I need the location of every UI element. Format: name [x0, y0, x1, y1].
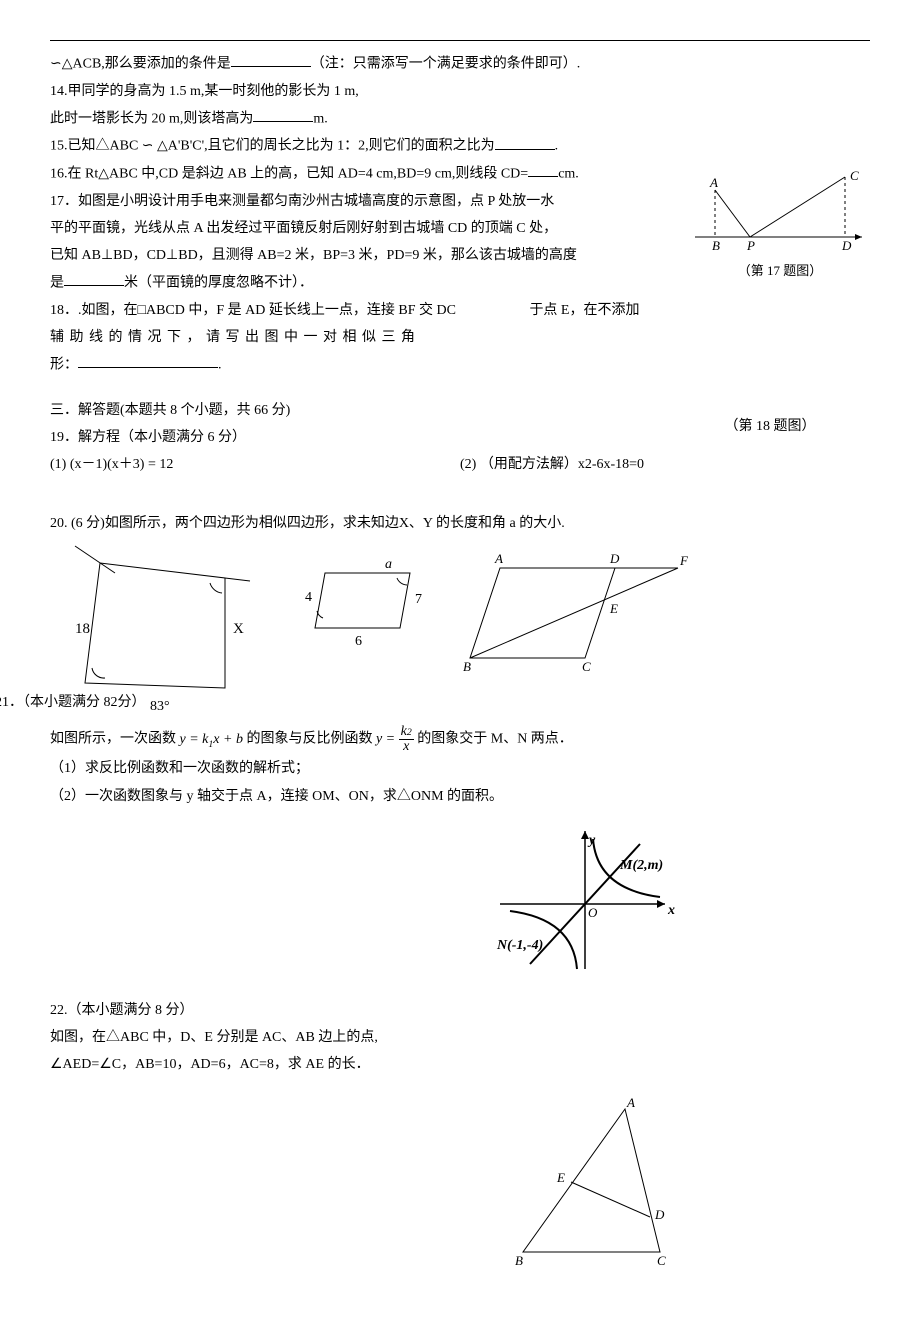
q20-text: 20. (6 分)如图所示，两个四边形为相似四边形，求未知边X、Y 的长度和角 … [50, 511, 870, 536]
svg-text:B: B [515, 1253, 523, 1268]
svg-text:M(2,m): M(2,m) [619, 858, 663, 873]
q15-blank [495, 133, 555, 149]
fig20c-svg: A D F B C E [460, 553, 690, 693]
q18-l3b: . [218, 357, 222, 372]
spacer-2 [50, 479, 870, 509]
q16-blank [528, 161, 558, 177]
q14-blank [253, 106, 313, 122]
q21-l1a: 如图所示，一次函数 [50, 732, 180, 747]
q21-sub2: （2）一次函数图象与 y 轴交于点 A，连接 OM、ON，求△ONM 的面积。 [50, 784, 870, 809]
svg-text:A: A [709, 175, 718, 190]
svg-text:O: O [588, 905, 598, 920]
q13-note: （注：只需添写一个满足要求的条件即可）. [311, 56, 581, 71]
svg-text:N(-1,-4): N(-1,-4) [496, 938, 543, 953]
fig22: A B C E D [330, 1097, 870, 1276]
svg-text:D: D [841, 238, 852, 253]
q17-l4b: 米（平面镜的厚度忽略不计）． [124, 275, 313, 290]
q14-line1: 14.甲同学的身高为 1.5 m,某一时刻他的影长为 1 m, [50, 79, 870, 104]
svg-text:F: F [679, 553, 689, 568]
q22-head: 22.（本小题满分 8 分） [50, 998, 870, 1023]
svg-text:C: C [850, 168, 859, 183]
svg-text:a: a [385, 557, 392, 572]
svg-text:B: B [463, 659, 471, 674]
q18-l2: 辅 助 线 的 情 况 下 ， 请 写 出 图 中 一 对 相 似 三 角 [50, 325, 870, 350]
sec3-row: 三．解答题(本题共 8 个小题，共 66 分) 19．解方程（本小题满分 6 分… [50, 396, 870, 452]
q21-eq2: y = [376, 732, 399, 747]
q14-l2b: m. [313, 111, 327, 126]
fig21-svg: y x O M(2,m) N(-1,-4) [485, 819, 685, 979]
svg-text:X: X [233, 621, 244, 637]
svg-text:D: D [609, 551, 620, 566]
q13-blank [231, 51, 311, 67]
fig22-svg: A B C E D [505, 1097, 695, 1267]
q14-l2a: 此时一塔影长为 20 m,则该塔高为 [50, 111, 253, 126]
q14-line2: 此时一塔影长为 20 m,则该塔高为 m. [50, 106, 870, 132]
svg-text:y: y [587, 833, 596, 848]
spacer-1 [50, 380, 870, 394]
q15b: . [555, 139, 559, 154]
q17-l4a: 是 [50, 275, 64, 290]
q18-l1: 18．.如图，在□ABCD 中，F 是 AD 延长线上一点，连接 BF 交 DC… [50, 298, 870, 323]
svg-text:E: E [556, 1170, 565, 1185]
svg-text:A: A [626, 1095, 635, 1110]
svg-text:B: B [712, 238, 720, 253]
svg-text:7: 7 [415, 592, 422, 607]
q21-head-overlay: 21．（本小题满分 82分） [0, 690, 146, 715]
q20-figures: X 18 83° 21．（本小题满分 82分） 4 7 6 a A D F B … [50, 538, 870, 723]
q13-tail: ∽△ACB,那么要添加的条件是 （注：只需添写一个满足要求的条件即可）. [50, 51, 870, 77]
q18-l1a: 18．.如图，在□ABCD 中，F 是 AD 延长线上一点，连接 BF 交 DC [50, 303, 456, 318]
q21-eq1: y = k1x + b [180, 732, 243, 747]
q16a: 16.在 Rt△ABC 中,CD 是斜边 AB 上的高，已知 AD=4 cm,B… [50, 166, 528, 181]
q19-1: (1) (x－1)(x＋3) = 12 [50, 452, 460, 477]
q22-l2: ∠AED=∠C，AB=10，AD=6，AC=8，求 AE 的长． [50, 1052, 870, 1077]
fig20a-svg: X 18 83° [50, 538, 270, 713]
svg-text:4: 4 [305, 590, 312, 605]
q18-l3: 形：. [50, 352, 870, 378]
q22-l1: 如图，在△ABC 中，D、E 分别是 AC、AB 边上的点, [50, 1025, 870, 1050]
q21-line1: 如图所示，一次函数 y = k1x + b 的图象与反比例函数 y = k2x … [50, 725, 870, 754]
svg-text:C: C [657, 1253, 666, 1268]
q18-blank [78, 352, 218, 368]
figure-17: A C B P D （第 17 题图） [690, 175, 870, 283]
svg-text:x: x [667, 903, 675, 918]
q13-text: ∽△ACB,那么要添加的条件是 [50, 56, 231, 71]
q18-l3a: 形： [50, 357, 78, 372]
fig18-caption: （第 18 题图） [725, 419, 816, 434]
q19-problems: (1) (x－1)(x＋3) = 12 (2) （用配方法解）x2-6x-18=… [50, 452, 870, 477]
page-top-rule [50, 40, 870, 41]
svg-text:D: D [654, 1207, 665, 1222]
q15a: 15.已知△ABC ∽ △A'B'C',且它们的周长之比为 1：2,则它们的面积… [50, 139, 495, 154]
svg-text:C: C [582, 659, 591, 674]
q19-2: (2) （用配方法解）x2-6x-18=0 [460, 452, 870, 477]
fig17-caption: （第 17 题图） [690, 259, 870, 282]
fig20b-svg: 4 7 6 a [290, 553, 440, 673]
q15: 15.已知△ABC ∽ △A'B'C',且它们的周长之比为 1：2,则它们的面积… [50, 133, 870, 159]
svg-text:E: E [609, 601, 618, 616]
q21-sub1: （1）求反比例函数和一次函数的解析式； [50, 756, 870, 781]
svg-text:P: P [746, 238, 755, 253]
q18-l1b: 于点 E，在不添加 [529, 303, 639, 318]
q21-frac: k2x [399, 725, 414, 754]
fig17-svg: A C B P D [690, 175, 865, 250]
section-3-head: 三．解答题(本题共 8 个小题，共 66 分) [50, 398, 670, 423]
q16b: cm. [558, 166, 579, 181]
svg-text:A: A [494, 551, 503, 566]
q21-l1b: 的图象与反比例函数 [246, 732, 376, 747]
q21-l1c: 的图象交于 M、N 两点． [417, 732, 573, 747]
svg-text:83°: 83° [150, 699, 170, 714]
q17-blank [64, 270, 124, 286]
fig21: y x O M(2,m) N(-1,-4) [300, 819, 870, 988]
svg-text:18: 18 [75, 621, 90, 637]
q19-head: 19．解方程（本小题满分 6 分） [50, 425, 670, 450]
fig20a: X 18 83° 21．（本小题满分 82分） [50, 538, 270, 723]
svg-text:6: 6 [355, 634, 362, 649]
